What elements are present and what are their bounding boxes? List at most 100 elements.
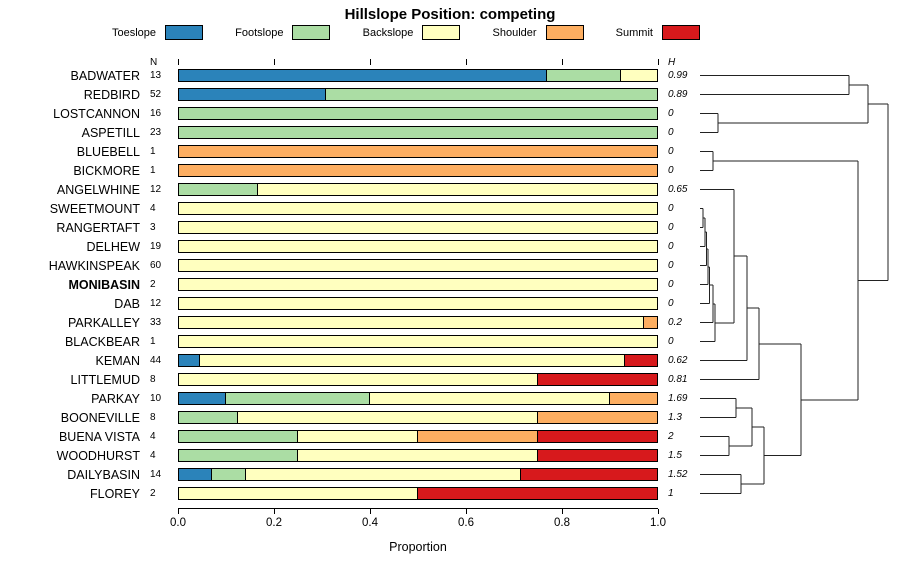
n-value: 4	[150, 203, 156, 214]
x-axis-tick	[274, 509, 275, 514]
bar-segment-backslope	[178, 297, 658, 310]
top-axis-tick	[658, 59, 659, 65]
n-value: 1	[150, 336, 156, 347]
site-label: BUENA VISTA	[58, 429, 140, 444]
x-axis-tick	[178, 509, 179, 514]
bar-segment-footslope	[178, 107, 658, 120]
site-label: HAWKINSPEAK	[48, 258, 140, 273]
h-value: 0.62	[668, 355, 688, 366]
bar-track	[178, 88, 658, 101]
legend-swatch	[661, 25, 700, 40]
bar-rows: BADWATER 13 0.99 REDBIRD 52 0.89 LOSTCANNON 16 0…	[0, 66, 720, 503]
n-value: 1	[150, 165, 156, 176]
n-value: 8	[150, 412, 156, 423]
top-axis-tick	[178, 59, 179, 65]
h-value: 0	[668, 108, 674, 119]
bar-track	[178, 221, 658, 234]
bar-segment-backslope	[178, 278, 658, 291]
bar-segment-backslope	[178, 335, 658, 348]
site-label: DELHEW	[86, 239, 140, 254]
bar-segment-footslope	[547, 69, 622, 82]
top-axis-tick	[274, 59, 275, 65]
x-axis-tick	[562, 509, 563, 514]
n-column-header: N	[150, 57, 158, 68]
site-label: KEMAN	[95, 353, 140, 368]
site-label: RANGERTAFT	[56, 220, 140, 235]
bar-segment-backslope	[178, 259, 658, 272]
chart-title: Hillslope Position: competing	[344, 6, 556, 23]
n-value: 16	[150, 108, 162, 119]
n-value: 2	[150, 279, 156, 290]
bar-segment-footslope	[212, 468, 247, 481]
x-axis-label: Proportion	[389, 540, 447, 554]
bar-segment-summit	[418, 487, 658, 500]
n-value: 19	[150, 241, 162, 252]
n-value: 10	[150, 393, 162, 404]
bar-segment-shoulder	[538, 411, 658, 424]
n-value: 14	[150, 469, 162, 480]
bar-track	[178, 259, 658, 272]
site-label: BLACKBEAR	[64, 334, 140, 349]
site-label: ASPETILL	[81, 125, 140, 140]
bar-segment-toeslope	[178, 69, 548, 82]
legend-swatch	[545, 25, 584, 40]
x-axis: 0.0 0.2 0.4 0.6 0.8 1.0	[170, 508, 666, 539]
chart-row: RANGERTAFT 3 0	[0, 218, 720, 237]
bar-segment-backslope	[246, 468, 521, 481]
chart-row: REDBIRD 52 0.89	[0, 85, 720, 104]
legend-item: Footslope	[235, 25, 331, 40]
legend: Toeslope Footslope Backslope Shoulder Summit	[112, 25, 700, 40]
chart-row: ASPETILL 23 0	[0, 123, 720, 142]
bar-track	[178, 373, 658, 386]
bar-segment-backslope	[298, 449, 538, 462]
bar-segment-backslope	[258, 183, 658, 196]
h-value: 0	[668, 127, 674, 138]
x-axis-tick-label: 0.6	[458, 517, 474, 529]
site-label: SWEETMOUNT	[49, 201, 140, 216]
bar-segment-toeslope	[178, 88, 326, 101]
top-axis	[178, 59, 659, 65]
bar-segment-backslope	[178, 240, 658, 253]
chart-row: BICKMORE 1 0	[0, 161, 720, 180]
bar-segment-summit	[520, 468, 658, 481]
bar-segment-backslope	[199, 354, 625, 367]
bar-segment-backslope	[178, 202, 658, 215]
h-value: 1.52	[668, 469, 688, 480]
site-label: REDBIRD	[83, 87, 140, 102]
chart-row: DELHEW 19 0	[0, 237, 720, 256]
h-value: 0	[668, 165, 674, 176]
bar-track	[178, 354, 658, 367]
bar-segment-backslope	[238, 411, 538, 424]
h-value: 0.2	[668, 317, 682, 328]
n-value: 3	[150, 222, 156, 233]
bar-track	[178, 278, 658, 291]
bar-segment-summit	[624, 354, 658, 367]
chart-row: BADWATER 13 0.99	[0, 66, 720, 85]
bar-track	[178, 240, 658, 253]
chart-row: BUENA VISTA 4 2	[0, 427, 720, 446]
site-label: LOSTCANNON	[53, 106, 140, 121]
h-value: 1	[668, 488, 674, 499]
x-axis-tick	[658, 509, 659, 514]
h-value: 0	[668, 336, 674, 347]
h-value: 0	[668, 146, 674, 157]
site-label: BLUEBELL	[76, 144, 140, 159]
site-label: BADWATER	[70, 68, 140, 83]
bar-track	[178, 487, 658, 500]
legend-item: Shoulder	[493, 25, 584, 40]
chart-row: BLACKBEAR 1 0	[0, 332, 720, 351]
n-value: 12	[150, 298, 162, 309]
bar-track	[178, 316, 658, 329]
bar-segment-backslope	[621, 69, 658, 82]
h-value: 1.69	[668, 393, 688, 404]
bar-segment-footslope	[325, 88, 658, 101]
n-value: 33	[150, 317, 162, 328]
h-value: 0.65	[668, 184, 688, 195]
bar-segment-backslope	[178, 373, 538, 386]
site-label: DAB	[114, 296, 140, 311]
site-label: LITTLEMUD	[70, 372, 140, 387]
bar-track	[178, 297, 658, 310]
chart-row: PARKAY 10 1.69	[0, 389, 720, 408]
bar-track	[178, 468, 658, 481]
